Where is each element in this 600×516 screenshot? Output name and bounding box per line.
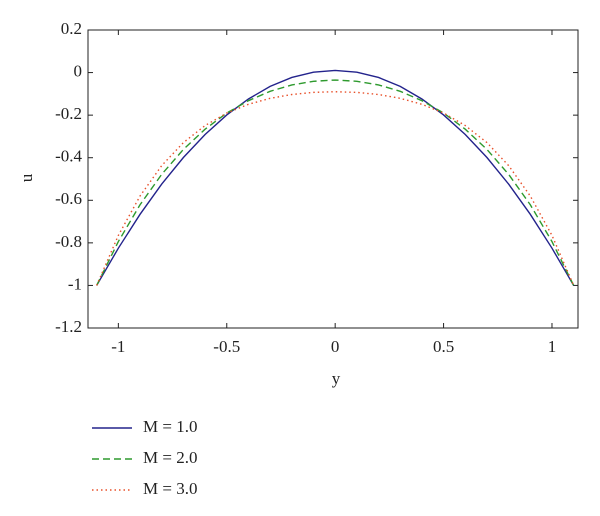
x-tick-label: 0	[331, 337, 340, 356]
x-axis-label: y	[332, 369, 341, 388]
legend-label: M = 2.0	[143, 448, 197, 467]
x-tick-label: -1	[111, 337, 125, 356]
x-tick-label: 0.5	[433, 337, 454, 356]
y-tick-label: -1	[68, 274, 82, 293]
legend-label: M = 1.0	[143, 417, 197, 436]
series-line	[96, 79, 575, 286]
y-tick-label: -0.2	[55, 104, 82, 123]
legend-label: M = 3.0	[143, 479, 197, 498]
y-tick-label: 0.2	[61, 19, 82, 38]
y-tick-label: -1.2	[55, 317, 82, 336]
plot-frame	[87, 29, 579, 329]
x-tick-label: -0.5	[213, 337, 240, 356]
series-line	[96, 91, 575, 286]
series-line	[96, 69, 575, 286]
y-tick-label: -0.6	[55, 189, 82, 208]
y-tick-label: -0.4	[55, 147, 82, 166]
y-tick-label: -0.8	[55, 232, 82, 251]
y-tick-label: 0	[74, 61, 83, 80]
x-tick-label: 1	[548, 337, 557, 356]
y-axis-label: u	[17, 173, 36, 182]
